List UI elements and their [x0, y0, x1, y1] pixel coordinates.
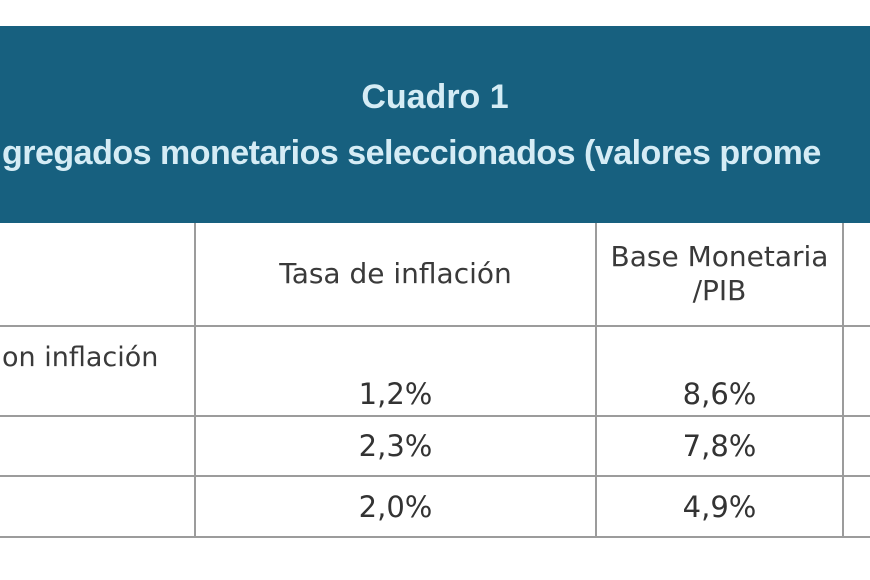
row1-tasa-value: 1,2%: [196, 327, 597, 417]
row2-base-value: 7,8%: [597, 417, 844, 477]
row3-label-cell: [0, 477, 196, 538]
row2-clipped-cell: [844, 417, 870, 477]
header-base-line1: Base Monetaria: [610, 240, 829, 273]
header-cell-clipped-column: [844, 223, 870, 327]
row1-base-value: 8,6%: [597, 327, 844, 417]
row2-label-cell: [0, 417, 196, 477]
row1-label-cell: on inflación: [0, 327, 196, 417]
header-cell-tasa-de-inflacion: Tasa de inflación: [196, 223, 597, 327]
header-tasa-label: Tasa de inflación: [279, 257, 512, 290]
header-cell-base-monetaria-pib: Base Monetaria /PIB: [597, 223, 844, 327]
row1-clipped-cell: [844, 327, 870, 417]
row2-tasa-value: 2,3%: [196, 417, 597, 477]
row3-clipped-cell: [844, 477, 870, 538]
data-table: Tasa de inflación Base Monetaria /PIB on…: [0, 223, 870, 538]
table-title-banner: Cuadro 1 gregados monetarios seleccionad…: [0, 26, 870, 223]
header-cell-rowlabels: [0, 223, 196, 327]
table-subtitle: gregados monetarios seleccionados (valor…: [2, 133, 821, 172]
row3-base-value: 4,9%: [597, 477, 844, 538]
row3-tasa-value: 2,0%: [196, 477, 597, 538]
header-base-line2: /PIB: [692, 274, 747, 307]
table-title: Cuadro 1: [361, 77, 509, 116]
